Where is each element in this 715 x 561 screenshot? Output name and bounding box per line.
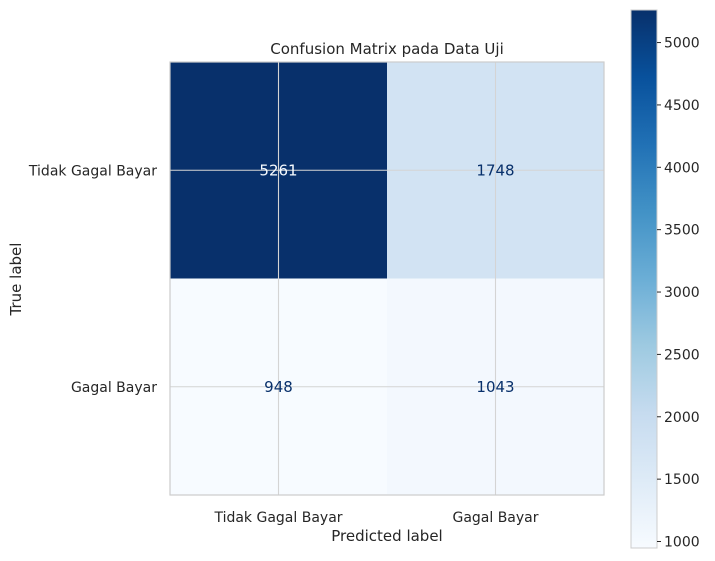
cell-value-label: 948 (264, 378, 293, 396)
colorbar-tick-label: 1000 (664, 535, 700, 551)
colorbar-tick-label: 5000 (664, 36, 700, 52)
x-tick-label: Tidak Gagal Bayar (213, 510, 342, 526)
x-tick-labels: Tidak Gagal Bayar Gagal Bayar (213, 510, 538, 526)
y-tick-labels: Tidak Gagal Bayar Gagal Bayar (28, 163, 157, 396)
colorbar-tick-label: 1500 (664, 472, 700, 488)
colorbar-tick-label: 4500 (664, 98, 700, 114)
colorbar-tick-label: 2000 (664, 410, 700, 426)
x-axis-label: Predicted label (331, 527, 442, 545)
cell-value-labels: 5261 1748 948 1043 (259, 161, 514, 396)
cell-value-label: 1043 (476, 378, 514, 396)
colorbar-tick-label: 3500 (664, 223, 700, 239)
y-axis-label: True label (7, 243, 25, 317)
x-tick-label: Gagal Bayar (452, 510, 538, 526)
grid-lines (170, 62, 604, 495)
colorbar (630, 9, 658, 549)
cell-value-label: 1748 (476, 161, 514, 179)
y-tick-label: Gagal Bayar (71, 380, 157, 396)
colorbar-tick-label: 2500 (664, 347, 700, 363)
matrix-cells (170, 62, 604, 495)
plot-frame (169, 61, 605, 496)
chart-title: Confusion Matrix pada Data Uji (270, 40, 503, 58)
colorbar-tick-label: 4000 (664, 160, 700, 176)
colorbar-tick-label: 3000 (664, 285, 700, 301)
colorbar-ticks: 1000 1500 2000 2500 3000 3500 4000 4500 5000 (657, 36, 700, 551)
y-tick-label: Tidak Gagal Bayar (28, 163, 157, 179)
cell-value-label: 5261 (259, 161, 297, 179)
